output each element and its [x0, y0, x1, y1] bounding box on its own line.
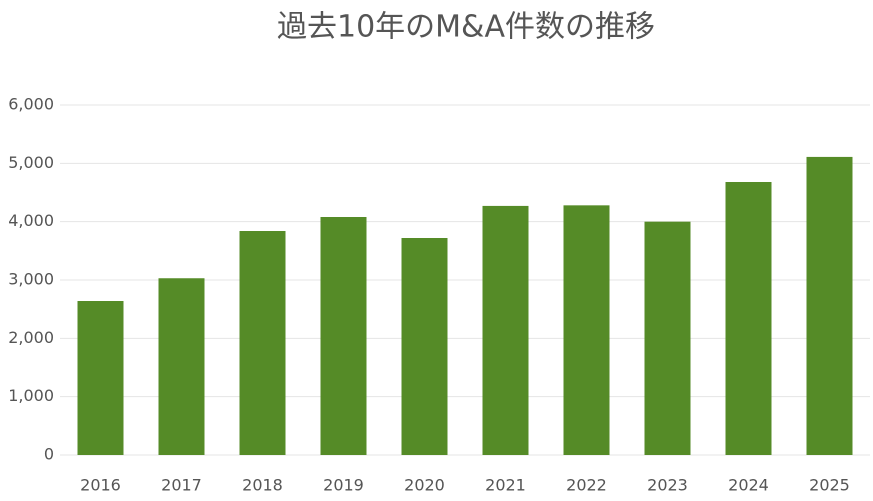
bar [401, 238, 448, 455]
x-tick-label: 2016 [80, 476, 121, 495]
x-tick-label: 2025 [809, 476, 850, 495]
y-tick-label: 6,000 [8, 95, 54, 114]
bar [158, 278, 205, 455]
x-tick-label: 2018 [242, 476, 283, 495]
x-tick-label: 2017 [161, 476, 202, 495]
y-tick-label: 4,000 [8, 211, 54, 230]
bar [482, 205, 529, 455]
x-tick-label: 2023 [647, 476, 688, 495]
bar [563, 205, 610, 455]
chart-title: 過去10年のM&A件数の推移 [277, 10, 655, 45]
bar [239, 231, 286, 455]
x-tick-label: 2024 [728, 476, 769, 495]
y-tick-label: 1,000 [8, 386, 54, 405]
y-tick-label: 5,000 [8, 153, 54, 172]
y-tick-label: 0 [44, 445, 54, 464]
x-tick-label: 2021 [485, 476, 526, 495]
x-tick-label: 2022 [566, 476, 607, 495]
x-tick-label: 2020 [404, 476, 445, 495]
y-tick-label: 2,000 [8, 328, 54, 347]
x-tick-label: 2019 [323, 476, 364, 495]
bar [320, 217, 367, 455]
bar [77, 301, 124, 455]
y-tick-label: 3,000 [8, 270, 54, 289]
bar [725, 182, 772, 455]
bar [644, 221, 691, 455]
bar [806, 156, 853, 455]
